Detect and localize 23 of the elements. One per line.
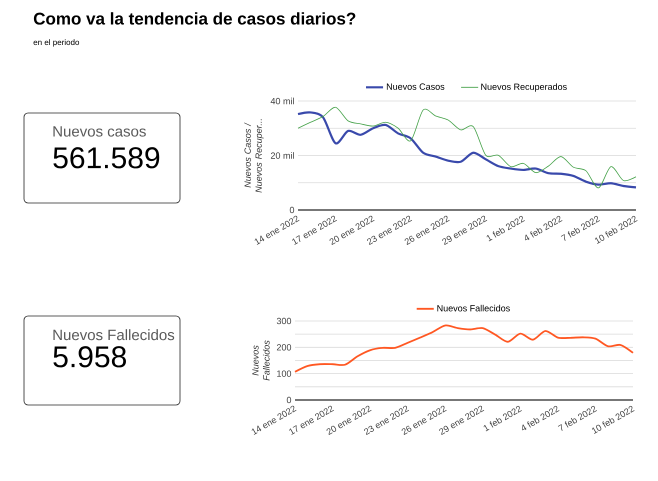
y-tick-label: 0 [290, 206, 294, 214]
text: Nuevos Fallecidos [53, 329, 174, 340]
y-tick-label: 200 [276, 344, 292, 351]
text: Como va la tendencia de casos diarios? [34, 12, 356, 25]
y-tick-label: 0 [286, 396, 292, 404]
y-axis-title: Nuevos Casos / Nuevos Recuper... [244, 119, 264, 193]
legend-label: Nuevos Casos [386, 83, 444, 90]
line-series [294, 324, 634, 373]
x-tick-label: 1 feb 2022 [484, 406, 522, 432]
x-tick-label: 4 feb 2022 [522, 406, 560, 430]
y-tick-label: 100 [277, 370, 292, 377]
legend-label: Nuevos Fallecidos [437, 304, 510, 312]
text: Nuevos casos [53, 126, 146, 137]
y-tick-label: 40 mil [270, 98, 294, 104]
legend-label: Nuevos Recuperados [481, 83, 567, 92]
x-tick-label: 1 feb 2022 [486, 216, 525, 242]
text: 5.958 [53, 346, 126, 368]
text: 561.589 [53, 147, 160, 168]
y-axis-title: Nuevos Fallecidos [252, 340, 270, 380]
x-tick-label: 4 feb 2022 [525, 216, 562, 240]
y-tick-label: 20 mil [270, 152, 294, 159]
text: en el periodo [34, 39, 80, 47]
y-tick-label: 300 [276, 318, 292, 324]
